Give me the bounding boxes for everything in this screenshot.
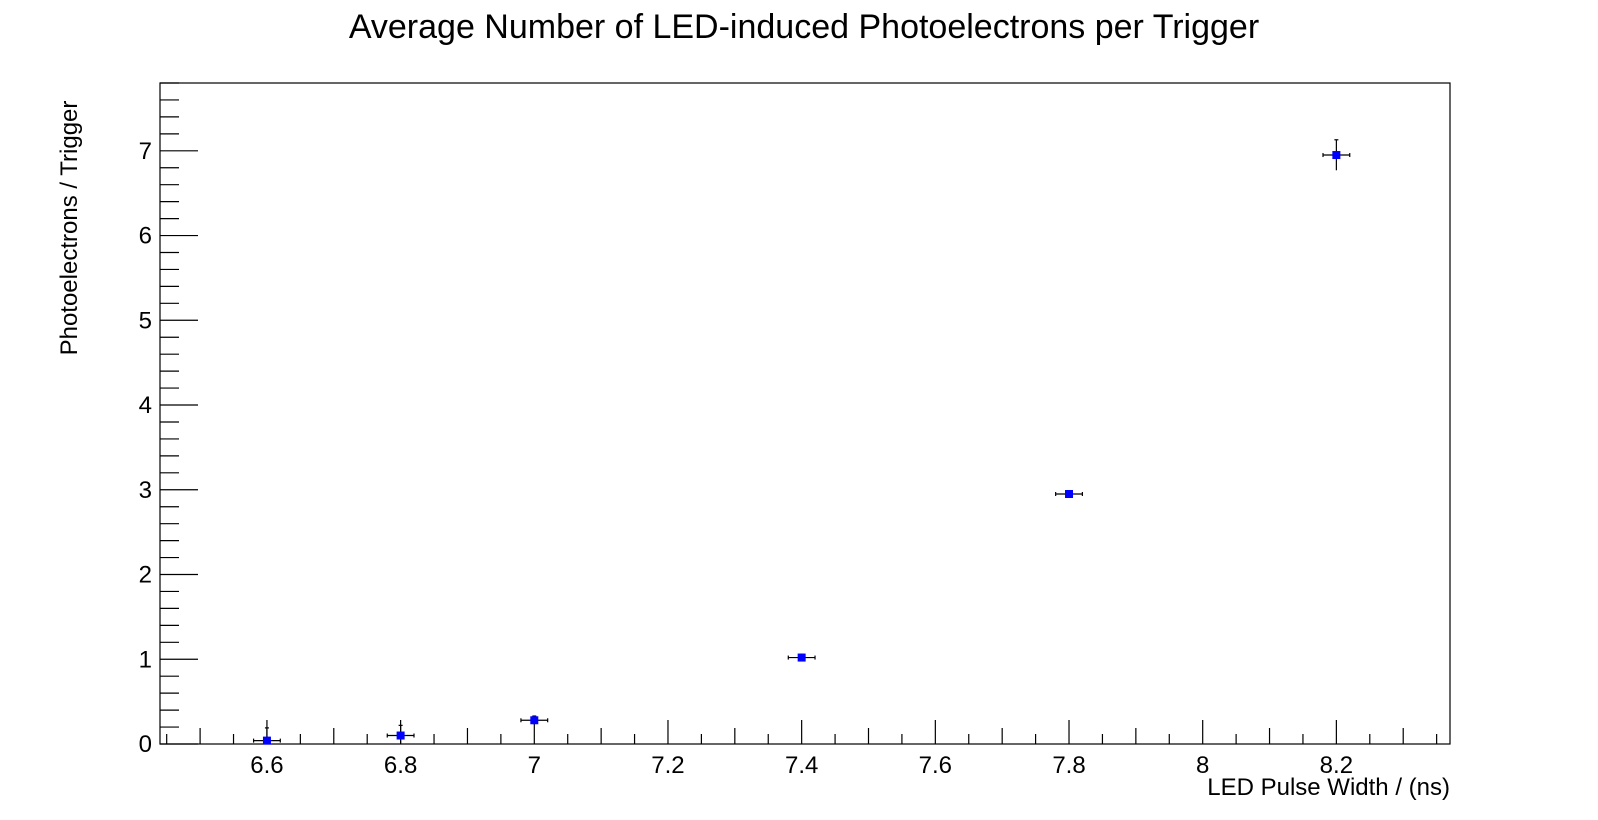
- y-axis: 0 1 2 3 4 5 6 7: [139, 82, 198, 758]
- x-tick-label: 7.2: [651, 752, 684, 779]
- y-tick-label: 1: [139, 646, 152, 673]
- data-point-marker: [530, 716, 539, 725]
- x-tick-label: 7.6: [919, 752, 952, 779]
- data-point: [1055, 490, 1083, 499]
- y-tick-label: 3: [139, 477, 152, 504]
- y-tick-label: 5: [139, 307, 152, 334]
- x-tick-label: 7.8: [1052, 752, 1085, 779]
- y-tick-label: 6: [139, 223, 152, 250]
- data-point: [520, 715, 549, 725]
- chart-title: Average Number of LED-induced Photoelect…: [349, 8, 1259, 46]
- plot-frame: [159, 82, 1451, 745]
- data-points: [252, 139, 1351, 745]
- x-tick-label: 7.4: [785, 752, 818, 779]
- data-point-marker: [797, 653, 806, 662]
- x-tick-label: 8: [1196, 752, 1209, 779]
- data-point-marker: [1332, 151, 1341, 160]
- x-tick-label: 8.2: [1320, 752, 1353, 779]
- data-point: [386, 724, 415, 744]
- data-point: [787, 653, 816, 662]
- data-point-marker: [1065, 490, 1074, 499]
- x-tick-label: 6.6: [250, 752, 283, 779]
- data-point-marker: [396, 731, 405, 740]
- y-tick-label: 2: [139, 562, 152, 589]
- x-tick-label: 6.8: [384, 752, 417, 779]
- data-point: [1322, 139, 1351, 171]
- y-tick-label: 7: [139, 138, 152, 165]
- y-tick-label: 0: [139, 731, 152, 758]
- x-axis: 6.6 6.8 7 7.2 7.4 7.6 7.8 8 8.2: [166, 720, 1438, 779]
- data-point: [252, 727, 281, 745]
- x-axis-label: LED Pulse Width / (ns): [1207, 774, 1450, 801]
- data-point-marker: [262, 736, 271, 745]
- y-tick-label: 4: [139, 392, 152, 419]
- y-axis-label: Photoelectrons / Trigger: [56, 101, 83, 356]
- x-tick-label: 7: [528, 752, 541, 779]
